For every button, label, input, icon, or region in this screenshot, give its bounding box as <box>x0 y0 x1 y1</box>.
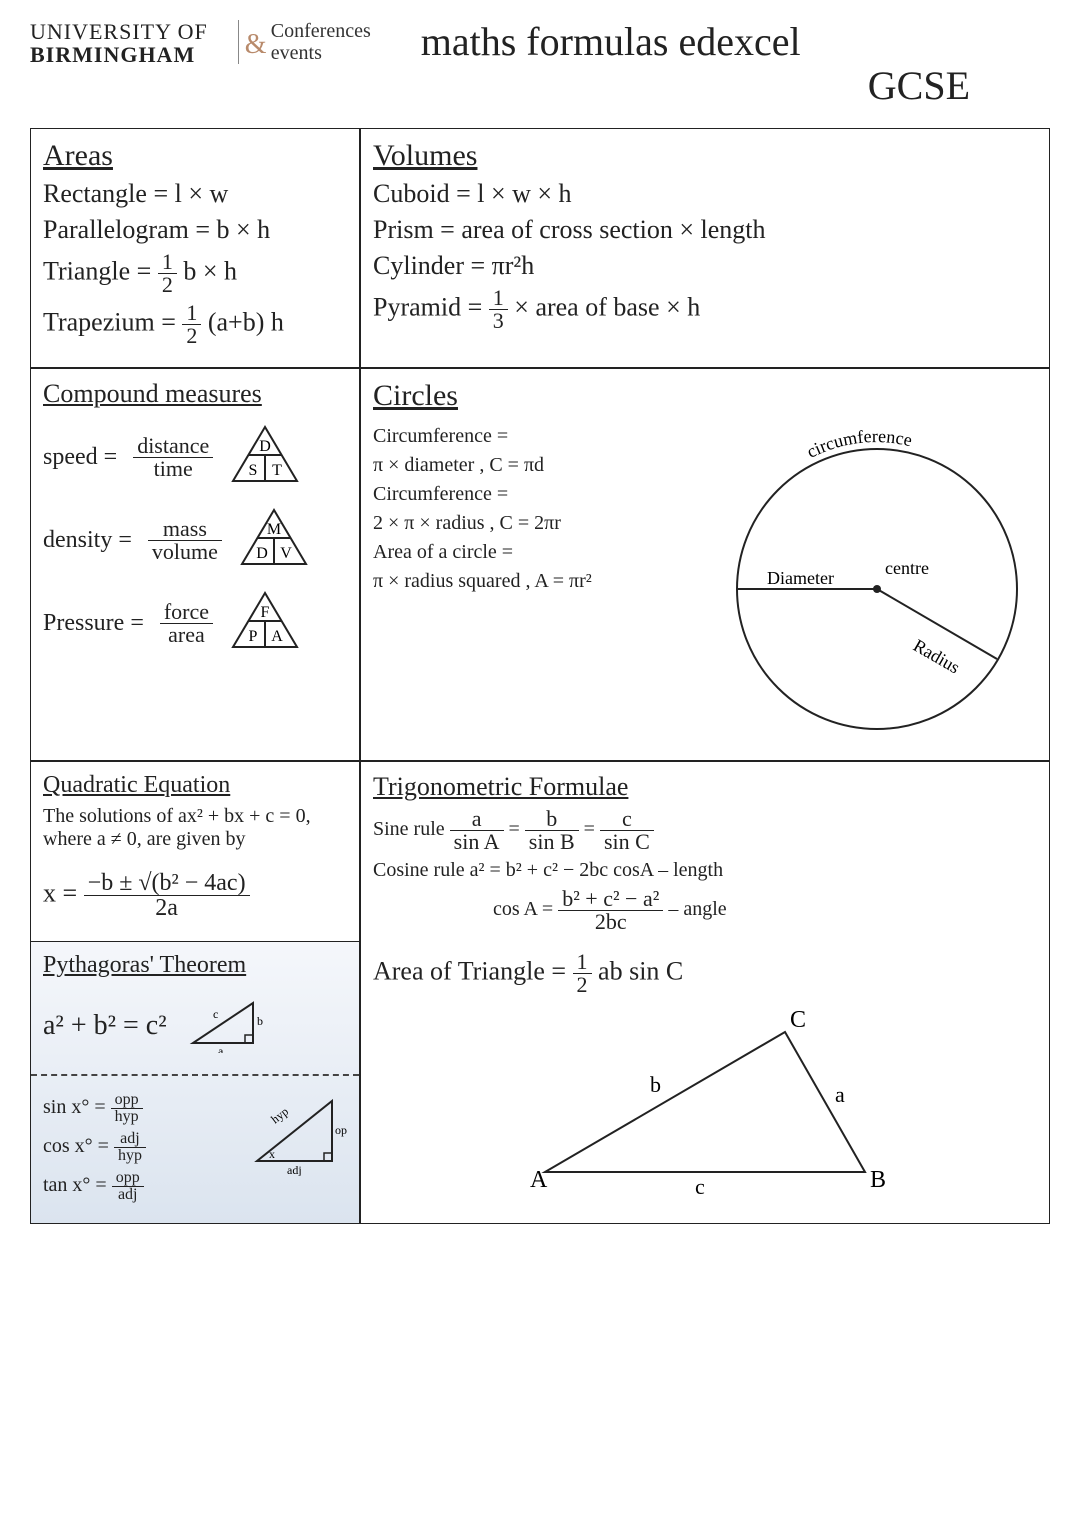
conf-line-2: events <box>271 42 371 64</box>
svg-text:a: a <box>835 1082 845 1107</box>
circumference-2a: Circumference = <box>373 483 697 506</box>
svg-text:F: F <box>261 604 270 621</box>
sin-ratio: sin x° = opphyp <box>43 1092 237 1125</box>
cos-ratio: cos x° = adjhyp <box>43 1131 237 1164</box>
triangle-abc-diagram: A B C a b c <box>373 1002 1037 1209</box>
circles-section: Circles Circumference = π × diameter , C… <box>360 368 1050 761</box>
svg-text:centre: centre <box>885 558 929 578</box>
speed-formula: speed = distancetime D S T <box>43 423 347 492</box>
ampersand: & <box>245 30 267 61</box>
svg-text:opp: opp <box>335 1123 347 1137</box>
svg-text:A: A <box>530 1167 548 1193</box>
pythagoras-formula: a² + b² = c² <box>43 1010 167 1042</box>
quadratic-section: Quadratic Equation The solutions of ax² … <box>30 761 360 941</box>
circle-diagram: centre Diameter Radius circumference <box>707 419 1037 746</box>
svg-text:adj: adj <box>287 1163 302 1176</box>
cylinder-formula: Cylinder = πr²h <box>373 251 1037 281</box>
svg-text:b: b <box>257 1014 263 1028</box>
circumference-2b: 2 × π × radius , C = 2πr <box>373 512 697 535</box>
pyramid-formula: Pyramid = 13 × area of base × h <box>373 287 1037 332</box>
content-grid: Areas Rectangle = l × w Parallelogram = … <box>30 128 1050 1224</box>
conferences-logo: & Conferences events <box>238 20 371 64</box>
cosine-rule-angle: cos A = b² + c² − a²2bc – angle <box>373 888 1037 933</box>
sine-rule: Sine rule asin A = bsin B = csin C <box>373 808 1037 853</box>
volumes-heading: Volumes <box>373 139 1037 173</box>
svg-text:circumference: circumference <box>803 426 914 462</box>
cuboid-formula: Cuboid = l × w × h <box>373 179 1037 209</box>
area-circle-b: π × radius squared , A = πr² <box>373 570 697 593</box>
svg-text:a: a <box>218 1044 224 1053</box>
title-line-2: GCSE <box>421 64 1050 108</box>
rectangle-formula: Rectangle = l × w <box>43 179 347 209</box>
pythagoras-section: Pythagoras' Theorem a² + b² = c² a b c <box>30 941 360 1225</box>
parallelogram-formula: Parallelogram = b × h <box>43 215 347 245</box>
density-formula: density = massvolume M D V <box>43 506 347 575</box>
logo-line-2: BIRMINGHAM <box>30 43 208 66</box>
areas-section: Areas Rectangle = l × w Parallelogram = … <box>30 128 360 368</box>
svg-text:T: T <box>272 462 282 479</box>
compound-measures-section: Compound measures speed = distancetime D… <box>30 368 360 761</box>
svg-text:S: S <box>249 462 258 479</box>
area-circle-a: Area of a circle = <box>373 541 697 564</box>
prism-formula: Prism = area of cross section × length <box>373 215 1037 245</box>
compound-heading: Compound measures <box>43 379 347 409</box>
svg-text:P: P <box>249 628 258 645</box>
right-triangle-abc-icon: a b c <box>183 993 263 1060</box>
page-title: maths formulas edexcel GCSE <box>401 20 1050 108</box>
svg-text:Diameter: Diameter <box>767 568 834 588</box>
triangle-formula: Triangle = 12 b × h <box>43 251 347 296</box>
right-triangle-sohcahtoa-icon: adj opp hyp x <box>247 1086 347 1209</box>
svg-text:x: x <box>269 1147 275 1161</box>
header: UNIVERSITY OF BIRMINGHAM & Conferences e… <box>30 20 1050 108</box>
circles-heading: Circles <box>373 379 1037 413</box>
pressure-triangle-icon: F P A <box>229 589 309 658</box>
university-logo: UNIVERSITY OF BIRMINGHAM <box>30 20 208 66</box>
svg-text:c: c <box>695 1174 705 1199</box>
quadratic-intro: The solutions of ax² + bx + c = 0, where… <box>43 805 347 851</box>
svg-text:hyp: hyp <box>268 1104 291 1126</box>
cosine-rule-length: Cosine rule a² = b² + c² − 2bc cosA – le… <box>373 859 1037 882</box>
circumference-1a: Circumference = <box>373 425 697 448</box>
svg-text:C: C <box>790 1007 806 1033</box>
logo-line-1: UNIVERSITY OF <box>30 20 208 43</box>
tan-ratio: tan x° = oppadj <box>43 1170 237 1203</box>
svg-text:D: D <box>256 545 268 562</box>
trig-heading: Trigonometric Formulae <box>373 772 1037 802</box>
density-triangle-icon: M D V <box>238 506 318 575</box>
svg-text:c: c <box>213 1007 218 1021</box>
svg-text:D: D <box>260 438 272 455</box>
conf-line-1: Conferences <box>271 20 371 42</box>
circumference-1b: π × diameter , C = πd <box>373 454 697 477</box>
volumes-section: Volumes Cuboid = l × w × h Prism = area … <box>360 128 1050 368</box>
svg-text:A: A <box>271 628 283 645</box>
area-of-triangle: Area of Triangle = 12 ab sin C <box>373 951 1037 996</box>
svg-text:V: V <box>280 545 292 562</box>
trapezium-formula: Trapezium = 12 (a+b) h <box>43 302 347 347</box>
pressure-formula: Pressure = forcearea F P A <box>43 589 347 658</box>
trig-section: Trigonometric Formulae Sine rule asin A … <box>360 761 1050 1224</box>
speed-triangle-icon: D S T <box>229 423 309 492</box>
svg-text:B: B <box>870 1167 886 1193</box>
svg-text:b: b <box>650 1072 661 1097</box>
areas-heading: Areas <box>43 139 347 173</box>
pythagoras-heading: Pythagoras' Theorem <box>43 952 347 979</box>
svg-text:Radius: Radius <box>910 635 963 677</box>
title-line-1: maths formulas edexcel <box>421 20 1050 64</box>
quadratic-heading: Quadratic Equation <box>43 772 347 799</box>
quadratic-formula: x = −b ± √(b² − 4ac) 2a <box>43 871 347 920</box>
svg-text:M: M <box>267 521 281 538</box>
